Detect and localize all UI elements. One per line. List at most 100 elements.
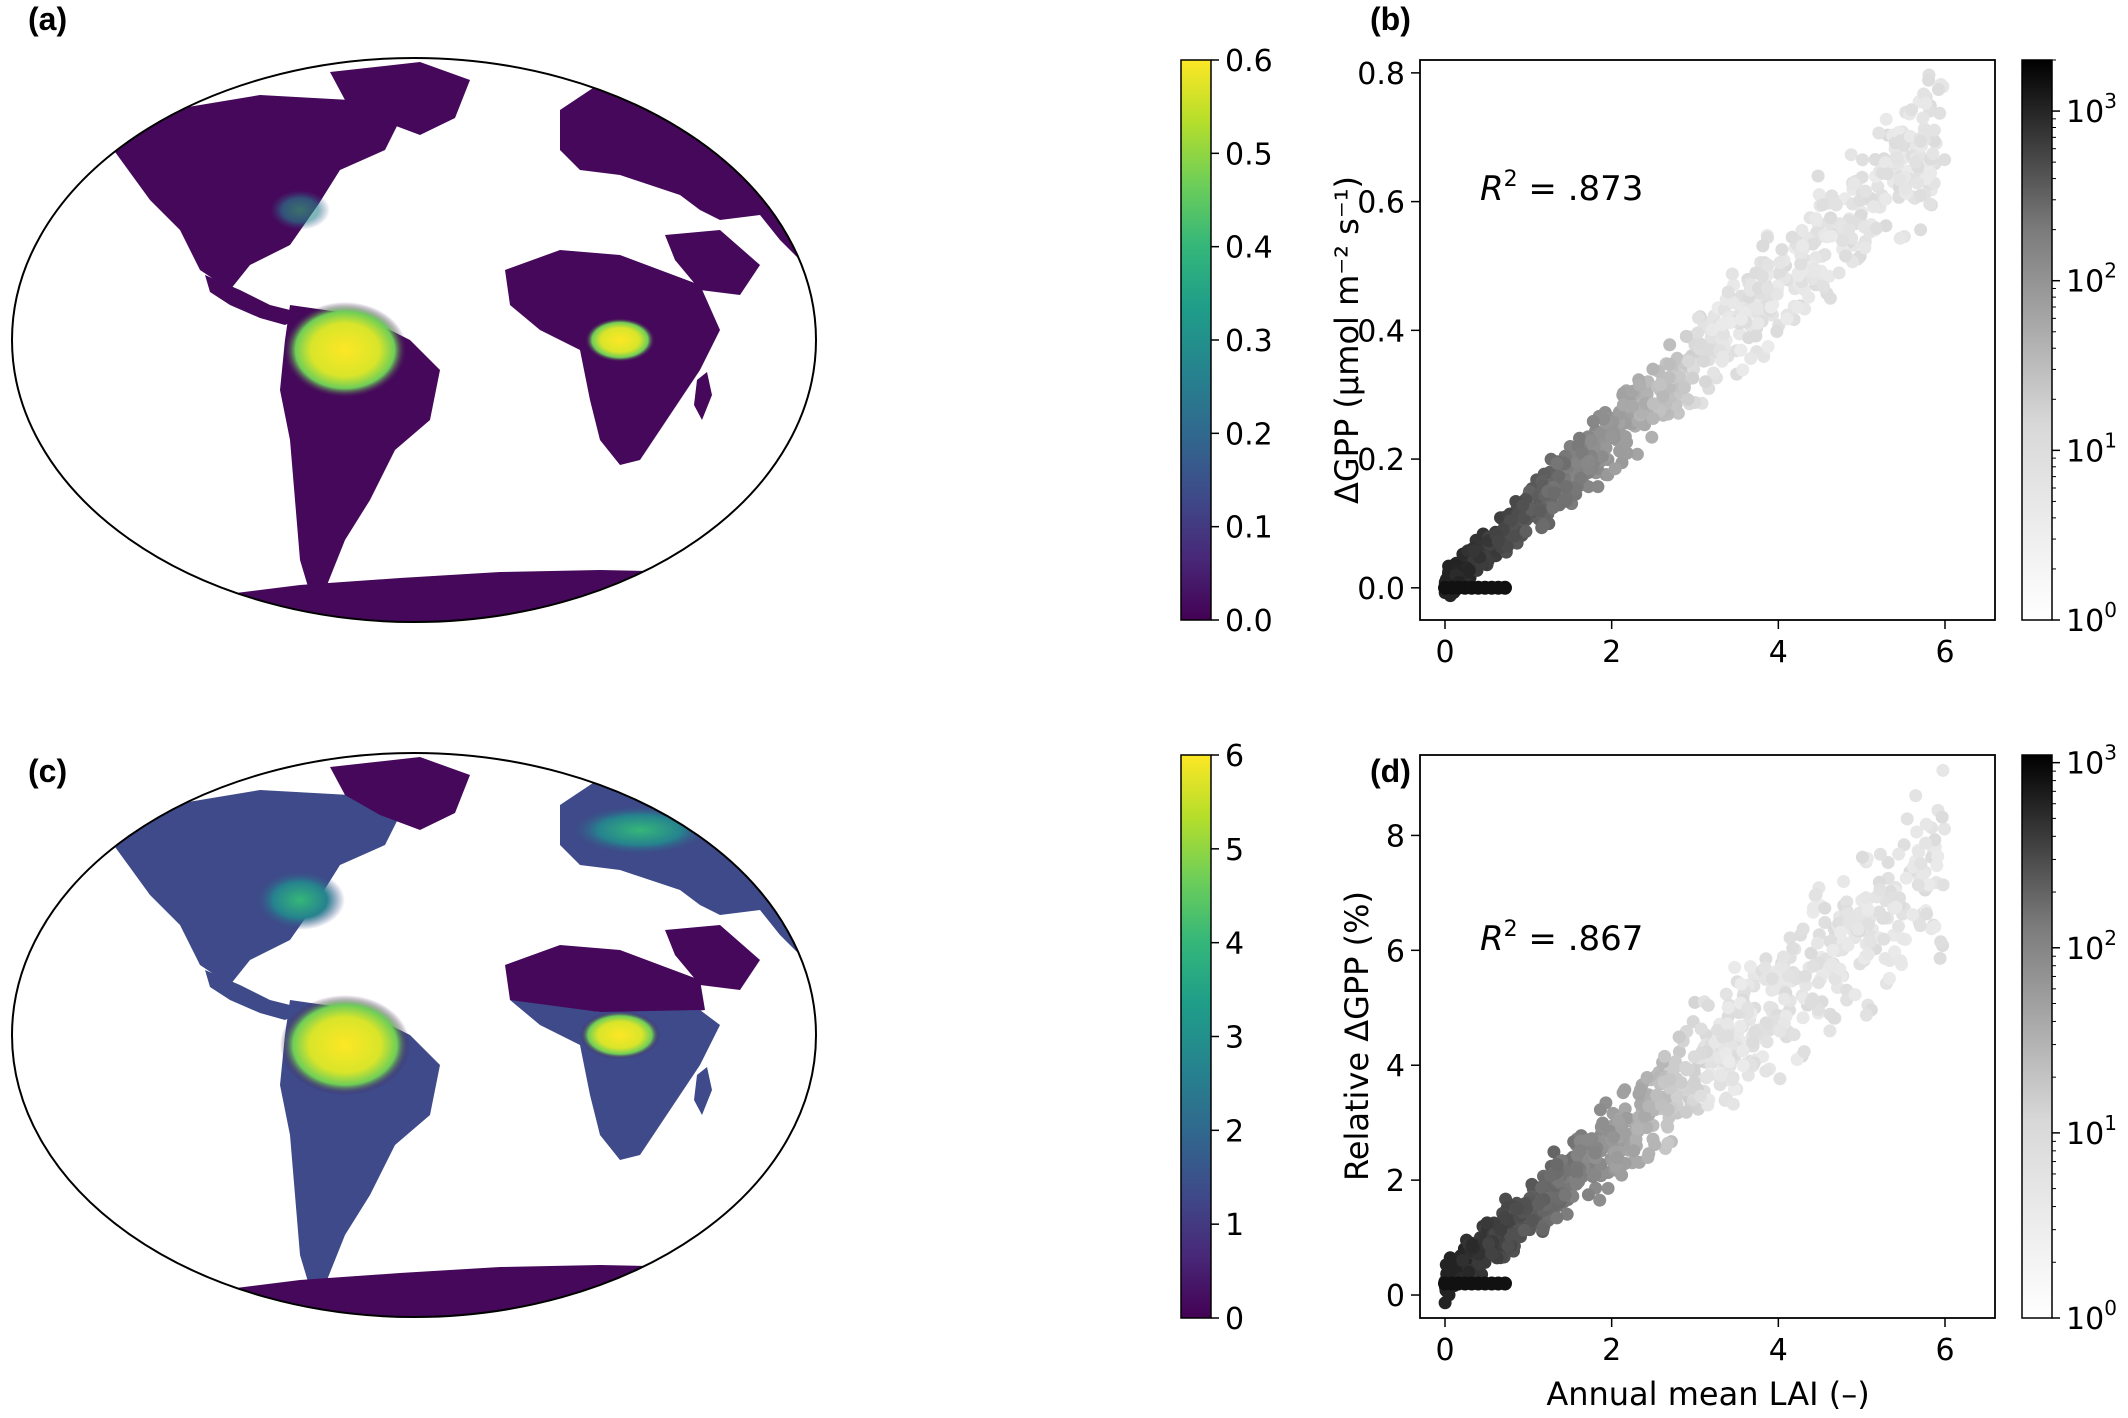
plot-d-point [1588, 1168, 1602, 1182]
plot-d-point [1661, 1136, 1675, 1150]
plot-d-point [1687, 1076, 1701, 1090]
plot-b-point [1914, 223, 1928, 237]
axes-d: 0 2 4 6 0 2 4 6 8 [1386, 819, 1955, 1368]
plot-b-point [1591, 480, 1605, 494]
plot-d-point [1536, 1222, 1550, 1236]
plot-d-point [1716, 1030, 1730, 1044]
plot-b-point [1559, 480, 1573, 494]
colorbar-b-label-0: 100 [2066, 598, 2117, 639]
hotspot-congo-a [585, 318, 655, 362]
plot-d-point [1511, 1202, 1525, 1216]
plot-b-point [1872, 126, 1886, 140]
plot-b-point [1715, 318, 1729, 331]
plot-b-point [1595, 450, 1609, 464]
plot-d-point [1748, 1025, 1762, 1039]
plot-b-point [1582, 480, 1595, 494]
arabia-a [665, 230, 760, 295]
plot-d-point [1914, 857, 1928, 871]
plot-d-r2-value: = .867 [1518, 919, 1644, 959]
hotspot-amazon-a [283, 302, 407, 398]
plot-b-frame [1419, 59, 1996, 621]
plot-b: 0 2 4 60.00.20.40.60.8 ΔGPP (µmol m⁻² s⁻¹) … [1328, 57, 1996, 670]
plot-d-point [1922, 878, 1936, 892]
colorbar-a-label-3: 0.3 [1225, 324, 1273, 359]
plot-d-point [1485, 1247, 1499, 1261]
plot-d-point [1781, 969, 1795, 983]
plot-d-point [1719, 987, 1733, 1001]
plot-d-point [1701, 1098, 1715, 1112]
plot-b-point [1707, 366, 1721, 380]
plot-d-point [1611, 1114, 1625, 1128]
plot-d-point [1550, 1158, 1564, 1171]
plot-d-point [1935, 810, 1949, 824]
plot-d-ytick-label-4: 8 [1386, 819, 1405, 854]
colorbar-a-label-0: 0.0 [1225, 604, 1273, 639]
plot-d-point [1535, 1181, 1549, 1195]
plot-b-r2-sup: 2 [1504, 167, 1518, 192]
plot-b-point [1547, 486, 1561, 500]
plot-b-point [1608, 462, 1622, 476]
hotspot-seasia-c [817, 931, 873, 979]
plot-b-point [1847, 177, 1861, 191]
plot-d-point [1881, 856, 1895, 869]
plot-d-point [1807, 901, 1820, 915]
colorbar-a-label-2: 0.2 [1225, 417, 1273, 452]
plot-d-point [1861, 903, 1875, 917]
plot-b-point [1550, 456, 1564, 470]
plot-d-point [1480, 1216, 1494, 1230]
plot-d-point [1933, 951, 1947, 965]
plot-d-point [1809, 887, 1823, 901]
colorbar-a-label-5: 0.5 [1225, 137, 1273, 172]
plot-d-point [1906, 908, 1920, 922]
plot-d-point [1670, 1090, 1684, 1104]
plot-b-point [1829, 198, 1843, 212]
plot-d-point [1928, 920, 1942, 934]
plot-b-point [1584, 434, 1598, 448]
plot-b-point [1686, 371, 1700, 385]
plot-d-point [1679, 1105, 1693, 1119]
panel-label-d: (d) [1370, 753, 1411, 789]
plot-d-point [1631, 1122, 1645, 1136]
land-c [110, 755, 816, 1317]
plot-b-point [1663, 338, 1677, 352]
plot-b-point [1923, 197, 1937, 211]
greenland-c [330, 757, 470, 830]
plot-d-point [1855, 850, 1869, 864]
plot-b-point [1698, 375, 1712, 389]
plot-b-point [1809, 212, 1823, 226]
colorbar-c-label-2: 2 [1225, 1114, 1244, 1149]
axes-b: 0 2 4 6 0.0 0.2 0.4 0.6 0.8 [1357, 57, 1954, 670]
plot-b-point [1773, 256, 1787, 269]
plot-b-point [1933, 106, 1947, 120]
plot-d-point [1931, 849, 1945, 863]
plot-d-point [1601, 1181, 1615, 1195]
colorbar-b-gradient [2021, 59, 2053, 621]
plot-b-point [1498, 580, 1512, 595]
panel-label-c: (c) [28, 753, 67, 789]
plot-d-point [1660, 1118, 1674, 1132]
plot-d-point [1658, 1049, 1672, 1063]
plot-d-point [1796, 1011, 1810, 1025]
plot-b-point [1880, 167, 1894, 181]
plot-d-point [1934, 935, 1948, 949]
plot-b-point [1703, 343, 1717, 357]
plot-b-point [1597, 412, 1610, 426]
plot-b-point [1835, 234, 1849, 248]
plot-d-ytick-label-1: 2 [1386, 1164, 1405, 1199]
plot-d-point [1687, 1050, 1701, 1064]
indonesia-a [840, 320, 1030, 360]
plot-b-ylabel: ΔGPP (µmol m⁻² s⁻¹) [1328, 176, 1366, 504]
plot-d-point [1919, 836, 1933, 850]
plot-d-point [1786, 941, 1800, 955]
plot-d-point [1550, 1211, 1564, 1225]
plot-b-point [1839, 249, 1852, 263]
plot-b-point [1927, 134, 1941, 148]
plot-b-point [1878, 156, 1892, 170]
plot-b-point [1646, 397, 1660, 411]
eurasia-a [560, 60, 816, 275]
plot-d-r2-label: R [1480, 919, 1504, 959]
plot-d-point [1877, 932, 1891, 946]
plot-b-point [1744, 352, 1758, 365]
plot-b-point [1922, 73, 1936, 87]
colorbar-c-label-1: 1 [1225, 1208, 1244, 1243]
